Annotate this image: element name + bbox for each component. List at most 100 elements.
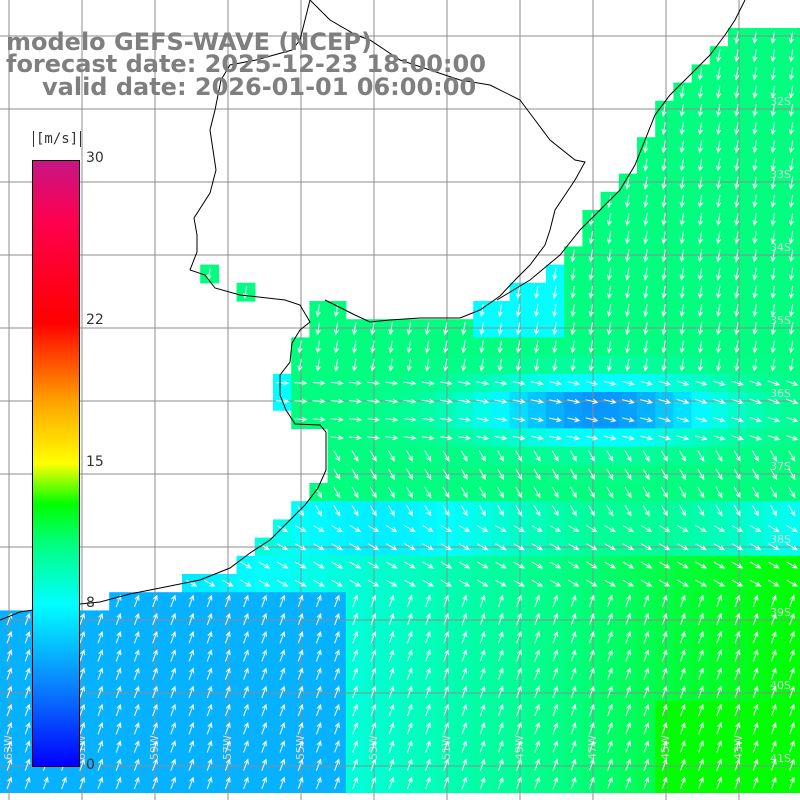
wind-arrow [770, 122, 776, 136]
wind-arrow [661, 722, 668, 735]
latitude-label: 35S [770, 314, 791, 327]
wind-arrow [588, 758, 595, 771]
wind-arrow [770, 594, 777, 608]
latitude-label: 39S [770, 606, 791, 619]
wind-arrow [170, 594, 176, 608]
wind-arrow [240, 579, 252, 587]
wind-arrow [622, 543, 635, 551]
wind-arrow [661, 358, 667, 372]
wind-arrow [206, 594, 213, 608]
wind-arrow [388, 685, 395, 699]
wind-arrow [115, 703, 122, 717]
wind-arrow [530, 398, 544, 404]
wind-arrow [698, 594, 704, 608]
wind-arrow [588, 358, 594, 372]
wind-arrow [370, 322, 376, 336]
wind-arrow [79, 758, 85, 771]
wind-arrow [570, 304, 576, 318]
wind-arrow [679, 649, 686, 662]
wind-arrow [387, 450, 395, 462]
wind-arrow [789, 667, 795, 680]
wind-arrow [206, 776, 213, 790]
wind-arrow [697, 486, 705, 499]
wind-arrow [770, 703, 777, 717]
wind-arrow [406, 450, 414, 462]
wind-arrow [479, 740, 486, 753]
wind-arrow [731, 435, 744, 441]
wind-arrow [788, 67, 795, 81]
wind-arrow [603, 435, 617, 441]
wind-arrow [606, 267, 613, 281]
wind-arrow [476, 543, 489, 551]
wind-arrow [512, 435, 526, 441]
wind-arrow [406, 703, 413, 717]
wind-arrow [697, 358, 704, 372]
wind-arrow [770, 231, 776, 245]
wind-arrow [625, 722, 631, 735]
wind-arrow [403, 380, 417, 386]
wind-arrow [552, 758, 559, 771]
wind-arrow [478, 504, 486, 517]
wind-arrow [152, 758, 158, 771]
wind-arrow [552, 358, 558, 372]
wind-arrow [294, 579, 307, 587]
wind-arrow [422, 525, 434, 533]
wind-arrow [279, 722, 286, 735]
wind-arrow [352, 703, 358, 717]
wind-arrow [516, 758, 522, 771]
wind-arrow [643, 213, 649, 227]
wind-arrow [567, 543, 580, 551]
wind-arrow [660, 486, 668, 499]
wind-arrow [552, 304, 558, 318]
wind-arrow [348, 435, 363, 441]
wind-arrow [513, 579, 525, 587]
wind-arrow [607, 776, 613, 790]
wind-arrow [679, 358, 685, 372]
wind-arrow [661, 612, 668, 626]
longitude-label: 49W [513, 735, 526, 760]
wind-arrow [461, 358, 467, 372]
wind-arrow [367, 525, 380, 533]
wind-arrow [533, 450, 541, 462]
wind-arrow [716, 612, 722, 626]
wind-arrow [6, 667, 13, 680]
wind-arrow [660, 504, 668, 517]
wind-arrow [79, 649, 85, 662]
wind-arrow [334, 740, 340, 753]
wind-arrow [734, 213, 740, 227]
wind-arrow [461, 594, 468, 608]
wind-arrow [752, 304, 758, 318]
wind-arrow [570, 649, 577, 662]
valid-date: valid date: 2026-01-01 06:00:00 [42, 73, 477, 101]
latitude-label: 33S [770, 168, 791, 181]
wind-arrow [642, 468, 650, 481]
wind-arrow [424, 450, 432, 462]
wind-arrow [351, 486, 359, 499]
wind-arrow [24, 703, 31, 717]
wind-arrow [789, 631, 795, 644]
wind-arrow [770, 213, 776, 227]
wind-arrow [79, 776, 85, 790]
wind-arrow [768, 525, 780, 533]
wind-arrow [640, 380, 654, 386]
wind-arrow [497, 649, 504, 662]
wind-arrow [330, 435, 344, 441]
wind-arrow [425, 631, 431, 644]
wind-arrow [643, 612, 650, 626]
wind-arrow [770, 267, 776, 281]
wind-arrow [588, 594, 595, 608]
wind-arrow [404, 561, 416, 569]
wind-arrow [460, 450, 468, 462]
wind-arrow [731, 561, 744, 569]
wind-arrow [607, 612, 613, 626]
wind-arrow [97, 776, 104, 790]
wind-arrow [752, 231, 758, 245]
wind-arrow [661, 103, 667, 117]
wind-arrow [352, 358, 358, 372]
wind-arrow [476, 525, 489, 533]
wind-arrow [770, 685, 777, 699]
wind-arrow [697, 340, 704, 354]
wind-arrow [479, 304, 485, 318]
wind-arrow [24, 776, 31, 790]
wind-arrow [643, 594, 650, 608]
